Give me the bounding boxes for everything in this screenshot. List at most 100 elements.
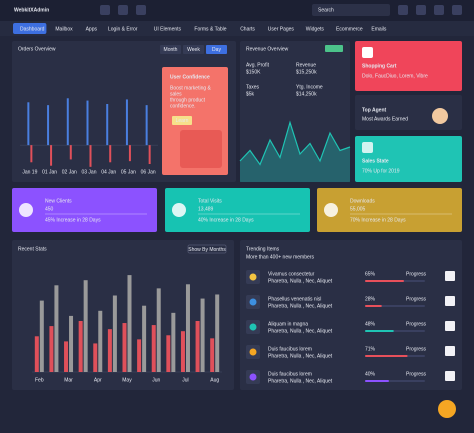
item-button[interactable]	[445, 371, 455, 381]
item-name: Aliquam in magna	[268, 321, 308, 327]
bar	[180, 331, 185, 372]
bar	[171, 312, 176, 372]
bar	[127, 275, 132, 372]
tab-label[interactable]: Month	[164, 47, 178, 53]
stat-text: 45% Increase in 28 Days	[45, 217, 101, 223]
bar	[86, 100, 89, 146]
bar	[109, 145, 112, 163]
nav-bar	[0, 21, 474, 36]
bar	[107, 329, 112, 372]
stat-text: 40% Increase in 28 Days	[198, 217, 254, 223]
header-icon[interactable]	[416, 5, 426, 15]
bar	[145, 105, 148, 146]
x-tick-label: 01 Jan	[42, 169, 57, 175]
nav-item[interactable]: Charts	[240, 26, 255, 32]
bar	[66, 98, 69, 146]
item-status: Progress	[406, 296, 427, 302]
nav-item[interactable]: Ecommerce	[336, 26, 363, 32]
stat-label: Avg. Profit	[246, 62, 270, 68]
bar	[83, 280, 88, 372]
bar	[34, 336, 39, 372]
header-icon[interactable]	[136, 5, 146, 15]
card-text: Dolo, FaucDiuo, Lorem, Vibre	[362, 73, 428, 79]
tab[interactable]	[160, 45, 181, 54]
bar	[210, 338, 215, 372]
bar	[30, 145, 33, 163]
bar	[195, 321, 200, 372]
item-glyph	[249, 373, 257, 381]
item-button[interactable]	[445, 321, 455, 331]
stat-icon	[172, 203, 186, 217]
brand: WebkitXAdmin	[14, 7, 49, 13]
header-icon[interactable]	[398, 5, 408, 15]
item-button[interactable]	[445, 346, 455, 356]
x-tick-label: Jun	[152, 377, 160, 383]
tab[interactable]	[206, 45, 227, 54]
months-button[interactable]	[187, 244, 227, 254]
panel-title: Recent Stats	[18, 246, 47, 252]
tab[interactable]	[183, 45, 204, 54]
panel-title: Revenue Overview	[246, 46, 289, 52]
x-tick-label: 04 Jan	[101, 169, 116, 175]
bar	[148, 145, 151, 164]
progress-bar	[365, 380, 389, 382]
bar	[125, 99, 128, 146]
item-percent: 40%	[365, 371, 376, 377]
nav-item[interactable]: Emails	[371, 26, 387, 32]
bar	[69, 145, 72, 160]
bar	[49, 326, 54, 372]
x-tick-label: 02 Jan	[62, 169, 77, 175]
item-button[interactable]	[445, 271, 455, 281]
bar	[47, 105, 50, 146]
trending-panel	[240, 240, 462, 390]
x-tick-label: Apr	[94, 377, 102, 383]
stat-title: New Clients	[45, 198, 72, 204]
nav-item[interactable]: Widgets	[306, 26, 325, 32]
item-name: Vivamus consectetur	[268, 271, 315, 277]
stat-value: 55,005	[350, 206, 366, 212]
stat-value: $14,250k	[296, 91, 317, 97]
header-icon[interactable]	[100, 5, 110, 15]
nav-item[interactable]: Mailbox	[55, 26, 73, 32]
nav-active[interactable]	[13, 23, 47, 34]
item-percent: 71%	[365, 346, 376, 352]
bar	[142, 305, 147, 372]
bar	[112, 295, 117, 372]
months-label[interactable]: Show By Months	[188, 247, 226, 253]
x-tick-label: 05 Jan	[121, 169, 136, 175]
nav-item[interactable]: Forms & Table	[194, 26, 226, 32]
item-tags: Pharetra, Nulla , Nec, Aliquet	[268, 303, 333, 309]
fab-button[interactable]	[438, 400, 456, 418]
bar	[185, 284, 190, 372]
item-tags: Pharetra, Nulla , Nec, Aliquet	[268, 378, 333, 384]
bar	[166, 335, 171, 372]
downloads-card	[317, 188, 462, 232]
progress-bar	[365, 330, 394, 332]
header-icon[interactable]	[118, 5, 128, 15]
tab-label[interactable]: Week	[187, 47, 200, 53]
nav-item[interactable]: Dashboard	[20, 26, 45, 32]
bar	[89, 145, 92, 167]
learn-label[interactable]: Learn	[176, 118, 189, 124]
cart-card	[355, 41, 462, 91]
card-text: Most Awards Earned	[362, 116, 408, 122]
nav-item[interactable]: Login & Error	[108, 26, 138, 32]
x-tick-label: Jan 19	[22, 169, 37, 175]
header-icon[interactable]	[434, 5, 444, 15]
item-percent: 48%	[365, 321, 376, 327]
bar	[78, 321, 83, 372]
search-box[interactable]	[312, 4, 390, 16]
panel-title: Trending Items	[246, 246, 280, 252]
learn-button[interactable]	[172, 116, 192, 125]
card-title: Top Agent	[362, 107, 386, 113]
nav-item[interactable]: Apps	[86, 26, 98, 32]
tab-label[interactable]: Day	[212, 47, 221, 53]
item-button[interactable]	[445, 296, 455, 306]
progress-bar	[365, 355, 408, 357]
nav-item[interactable]: User Pages	[268, 26, 295, 32]
item-percent: 28%	[365, 296, 376, 302]
nav-item[interactable]: UI Elements	[154, 26, 182, 32]
header-icon[interactable]	[452, 5, 462, 15]
cart-icon	[362, 47, 373, 58]
item-status: Progress	[406, 346, 427, 352]
